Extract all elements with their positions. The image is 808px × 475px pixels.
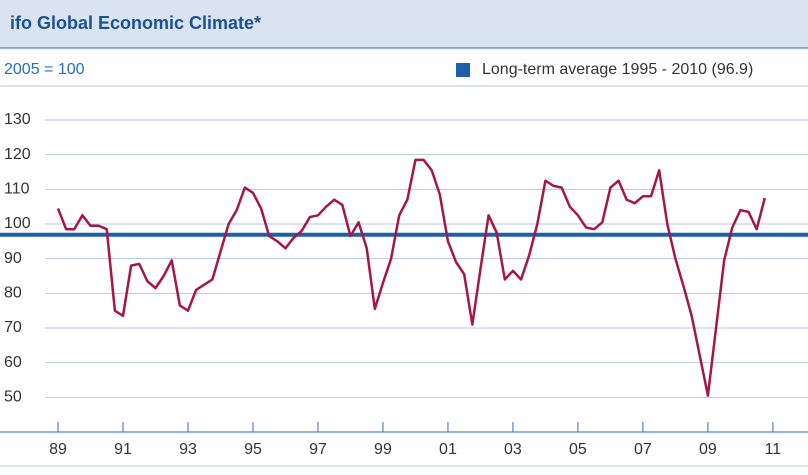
y-tick-label: 100 (4, 215, 31, 232)
chart-title: ifo Global Economic Climate* (10, 13, 261, 33)
x-tick-label: 91 (114, 441, 132, 458)
data-line (56, 158, 766, 397)
x-tick-label: 93 (179, 441, 197, 458)
x-tick-label: 89 (49, 441, 67, 458)
y-tick-label: 110 (4, 181, 30, 198)
x-tick-label: 11 (765, 441, 782, 458)
y-tick-label: 80 (4, 285, 22, 302)
x-tick-label: 05 (569, 441, 587, 458)
legend-swatch (456, 63, 470, 77)
x-tick-label: 97 (309, 441, 327, 458)
x-tick-label: 99 (374, 441, 392, 458)
y-tick-label: 60 (4, 354, 22, 371)
title-band (0, 0, 808, 48)
subtitle: 2005 = 100 (4, 61, 85, 78)
y-tick-label: 90 (4, 250, 22, 267)
y-tick-label: 120 (4, 146, 31, 163)
y-tick-label: 70 (4, 319, 22, 336)
x-tick-label: 03 (504, 441, 522, 458)
y-tick-label: 50 (4, 389, 22, 406)
legend-label: Long-term average 1995 - 2010 (96.9) (482, 61, 753, 78)
x-tick-label: 09 (699, 441, 717, 458)
x-tick-label: 95 (244, 441, 262, 458)
x-tick-label: 01 (439, 441, 457, 458)
x-tick-label: 07 (634, 441, 652, 458)
y-tick-label: 130 (4, 111, 31, 128)
